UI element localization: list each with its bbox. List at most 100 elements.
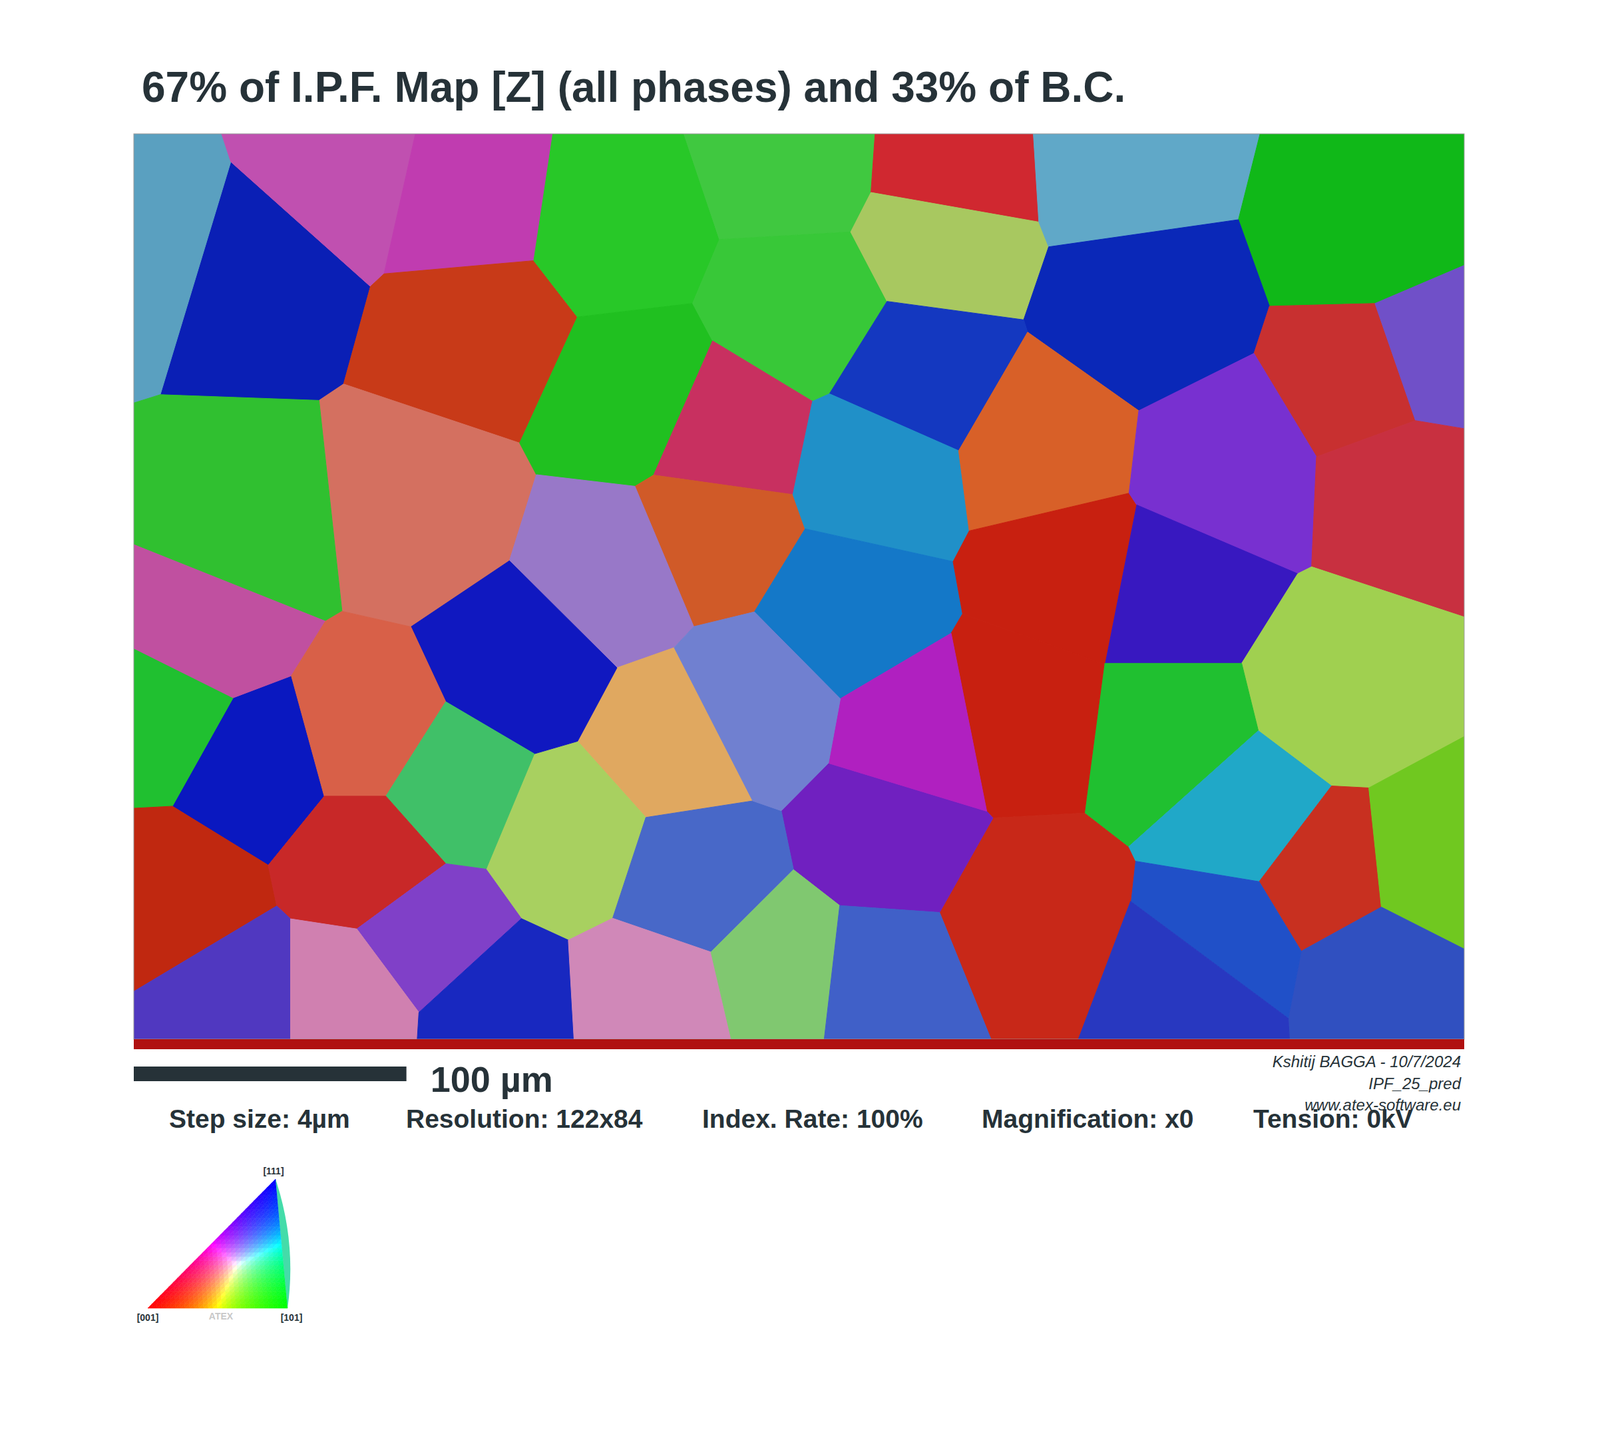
color-key-cell bbox=[244, 1251, 250, 1256]
color-key-cell bbox=[199, 1251, 204, 1256]
color-key-cell bbox=[230, 1290, 235, 1295]
color-key-cell bbox=[262, 1230, 267, 1235]
color-key-cell bbox=[264, 1213, 270, 1218]
color-key-cell bbox=[196, 1281, 201, 1286]
color-key-cell bbox=[252, 1225, 257, 1230]
color-key-cell bbox=[230, 1247, 236, 1252]
color-key-cell bbox=[224, 1286, 230, 1291]
color-key-cell bbox=[208, 1251, 213, 1256]
color-key-cell bbox=[250, 1251, 255, 1256]
color-key-cell bbox=[222, 1255, 227, 1260]
color-key-cell bbox=[165, 1299, 171, 1304]
color-key-cell bbox=[193, 1290, 198, 1295]
color-key-cell bbox=[193, 1290, 198, 1295]
color-key-cell bbox=[151, 1299, 157, 1304]
color-key-cell bbox=[279, 1269, 285, 1274]
color-key-cell bbox=[230, 1299, 236, 1304]
color-key-cell bbox=[240, 1255, 246, 1260]
color-key-cell bbox=[208, 1303, 213, 1308]
color-key-cell bbox=[238, 1234, 244, 1239]
color-key-cell bbox=[160, 1295, 166, 1300]
color-key-cell bbox=[245, 1260, 251, 1265]
color-key-cell bbox=[199, 1264, 205, 1269]
color-key-cell bbox=[253, 1295, 259, 1300]
color-key-cell bbox=[234, 1234, 239, 1239]
color-key-cell bbox=[248, 1234, 253, 1239]
color-key-cell bbox=[191, 1273, 196, 1278]
color-key-cell bbox=[246, 1269, 252, 1274]
color-key-cell bbox=[198, 1303, 203, 1308]
color-key-cell bbox=[259, 1208, 265, 1213]
color-key-cell bbox=[216, 1239, 221, 1244]
color-key-cell bbox=[279, 1264, 285, 1269]
color-key-cell bbox=[193, 1299, 199, 1304]
color-key-cell bbox=[272, 1303, 278, 1308]
color-key-cell bbox=[165, 1290, 170, 1295]
color-key-cell bbox=[237, 1264, 243, 1269]
color-key-cell bbox=[251, 1273, 257, 1278]
color-key-cell bbox=[179, 1303, 185, 1308]
color-key-cell bbox=[186, 1269, 192, 1274]
color-key-cell bbox=[212, 1251, 218, 1256]
color-key-cell bbox=[242, 1277, 248, 1282]
color-key-cell bbox=[267, 1196, 273, 1200]
color-key-cell bbox=[220, 1234, 225, 1239]
color-key-cell bbox=[229, 1230, 235, 1235]
color-key-cell bbox=[259, 1204, 265, 1209]
color-key-cell bbox=[246, 1269, 252, 1274]
color-key-cell bbox=[201, 1281, 207, 1286]
color-key-cell bbox=[258, 1299, 264, 1304]
color-key-cell bbox=[206, 1286, 211, 1291]
color-key-cell bbox=[276, 1239, 281, 1244]
color-key-cell bbox=[194, 1260, 200, 1265]
color-key-cell bbox=[193, 1299, 199, 1304]
color-key-cell bbox=[233, 1225, 239, 1230]
color-key-cell bbox=[262, 1191, 268, 1196]
color-key-cell bbox=[200, 1273, 205, 1278]
color-key-cell bbox=[223, 1273, 229, 1278]
color-key-cell bbox=[251, 1221, 257, 1226]
color-key-cell bbox=[195, 1264, 201, 1269]
color-key-cell bbox=[264, 1255, 269, 1260]
color-key-cell bbox=[268, 1247, 273, 1252]
color-key-cell bbox=[224, 1277, 229, 1282]
color-key-cell bbox=[178, 1286, 184, 1291]
color-key-cell bbox=[256, 1217, 261, 1222]
color-key-cell bbox=[179, 1299, 185, 1304]
color-key-cell bbox=[272, 1286, 277, 1291]
color-key-cell bbox=[169, 1281, 174, 1286]
color-key-cell bbox=[240, 1255, 246, 1260]
color-key-cell bbox=[187, 1273, 192, 1278]
grain bbox=[133, 905, 291, 1039]
color-key-cell bbox=[236, 1303, 241, 1308]
color-key-cell bbox=[244, 1247, 250, 1252]
color-key-cell bbox=[252, 1277, 257, 1282]
color-key-cell bbox=[268, 1255, 274, 1260]
color-key-cell bbox=[256, 1277, 262, 1282]
color-key-cell bbox=[170, 1295, 176, 1300]
color-key-cell bbox=[242, 1217, 247, 1222]
color-key-cell bbox=[264, 1260, 270, 1265]
color-key-cell bbox=[270, 1269, 275, 1274]
color-key-cell bbox=[218, 1269, 224, 1274]
color-key-cell bbox=[200, 1273, 206, 1278]
color-key-cell bbox=[258, 1196, 263, 1200]
color-key-cell bbox=[246, 1213, 251, 1218]
color-key-cell bbox=[177, 1281, 183, 1286]
color-key-cell bbox=[252, 1234, 258, 1239]
color-key-cell bbox=[203, 1255, 209, 1260]
color-key-cell bbox=[191, 1273, 197, 1278]
color-key-cell bbox=[232, 1260, 237, 1265]
color-key-cell bbox=[278, 1255, 283, 1260]
color-key-cell bbox=[188, 1295, 194, 1300]
color-key-cell bbox=[252, 1239, 258, 1244]
color-key-cell bbox=[189, 1303, 194, 1308]
color-key-cell bbox=[177, 1277, 183, 1282]
color-key-cell bbox=[198, 1295, 203, 1300]
color-key-cell bbox=[170, 1299, 176, 1304]
color-key-cell bbox=[221, 1303, 227, 1308]
color-key-cell bbox=[210, 1277, 215, 1282]
color-key-cell bbox=[246, 1221, 252, 1226]
color-key-cell bbox=[183, 1281, 188, 1286]
color-key-cell bbox=[272, 1239, 277, 1244]
